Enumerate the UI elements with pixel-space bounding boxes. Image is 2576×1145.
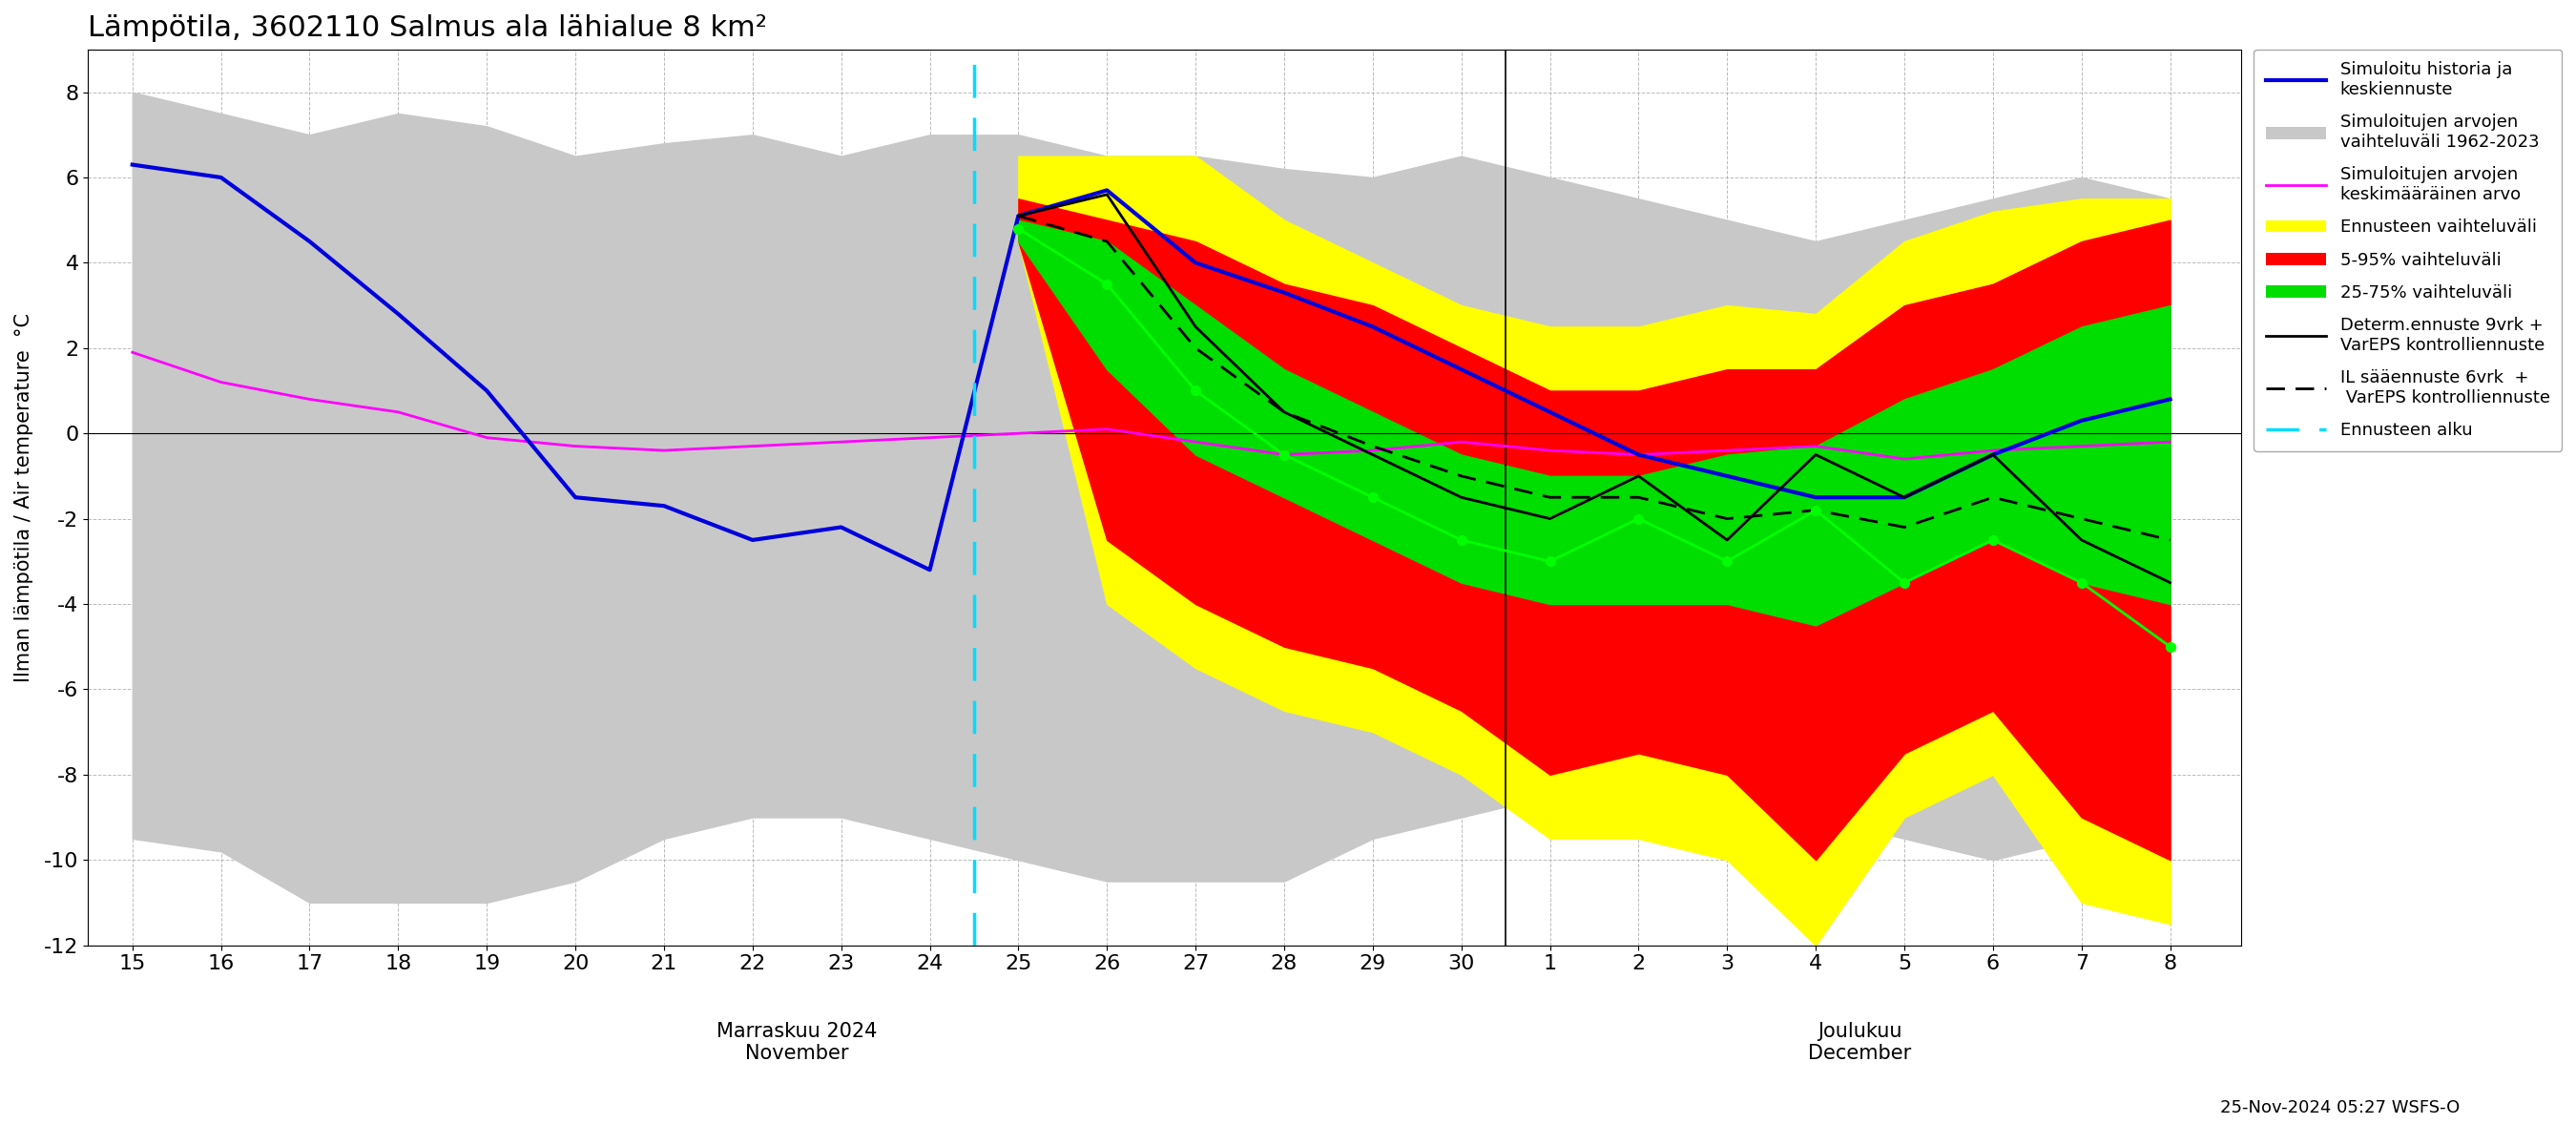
Y-axis label: Ilman lämpötila / Air temperature  °C: Ilman lämpötila / Air temperature °C <box>15 313 33 682</box>
Legend: Simuloitu historia ja
keskiennuste, Simuloitujen arvojen
vaihteluväli 1962-2023,: Simuloitu historia ja keskiennuste, Simu… <box>2254 49 2563 451</box>
Text: 25-Nov-2024 05:27 WSFS-O: 25-Nov-2024 05:27 WSFS-O <box>2221 1099 2460 1116</box>
Text: Lämpötila, 3602110 Salmus ala lähialue 8 km²: Lämpötila, 3602110 Salmus ala lähialue 8… <box>88 14 768 42</box>
Text: Marraskuu 2024
November: Marraskuu 2024 November <box>716 1022 878 1064</box>
Text: Joulukuu
December: Joulukuu December <box>1808 1022 1911 1064</box>
